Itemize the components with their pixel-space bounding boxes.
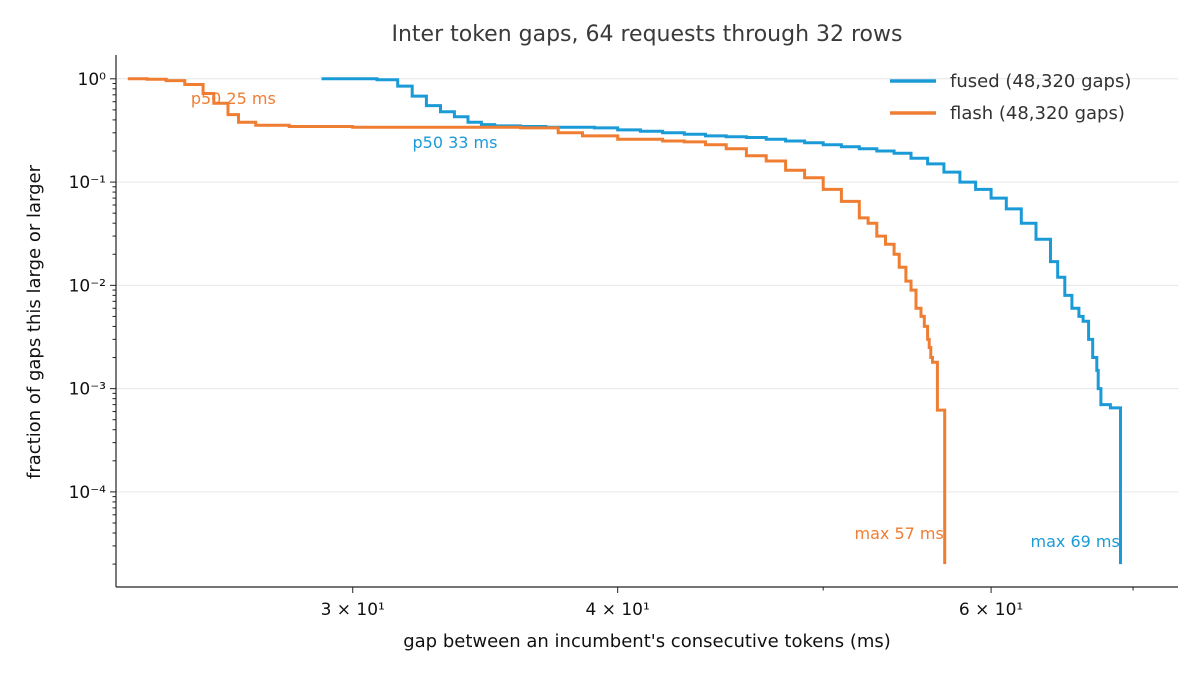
y-tick-label: 10⁻⁴: [69, 483, 107, 503]
axes: [115, 55, 1178, 588]
x-axis-ticks: 3 × 10¹ 4 × 10¹ 6 × 10¹: [321, 587, 1134, 620]
chart-title: Inter token gaps, 64 requests through 32…: [392, 22, 903, 47]
series-line-1: [127, 77, 947, 565]
series-line-0: [321, 77, 1122, 565]
series-lines: [127, 77, 1122, 565]
x-tick-label: 6 × 10¹: [959, 600, 1023, 620]
annotation-label: p50 25 ms: [191, 89, 276, 108]
legend-label: fused (48,320 gaps): [950, 71, 1131, 92]
legend: fused (48,320 gaps) flash (48,320 gaps): [890, 71, 1131, 124]
annotation-label: max 69 ms: [1031, 532, 1120, 551]
x-tick-label: 4 × 10¹: [586, 600, 650, 620]
annotation-label: max 57 ms: [855, 524, 944, 543]
y-tick-label: 10⁰: [78, 70, 107, 90]
legend-label: flash (48,320 gaps): [950, 103, 1125, 124]
annotations: p50 25 ms p50 33 ms max 57 ms max 69 ms: [191, 89, 1120, 551]
grid-lines: [116, 78, 1178, 493]
y-tick-label: 10⁻²: [69, 276, 106, 296]
y-axis-label: fraction of gaps this large or larger: [24, 164, 45, 479]
y-axis-ticks: 10⁰ 10⁻¹ 10⁻² 10⁻³ 10⁻⁴: [69, 70, 116, 565]
y-tick-label: 10⁻³: [69, 380, 106, 400]
y-tick-label: 10⁻¹: [69, 173, 106, 193]
annotation-label: p50 33 ms: [413, 133, 498, 152]
x-tick-label: 3 × 10¹: [321, 600, 385, 620]
x-axis-label: gap between an incumbent's consecutive t…: [403, 631, 891, 652]
